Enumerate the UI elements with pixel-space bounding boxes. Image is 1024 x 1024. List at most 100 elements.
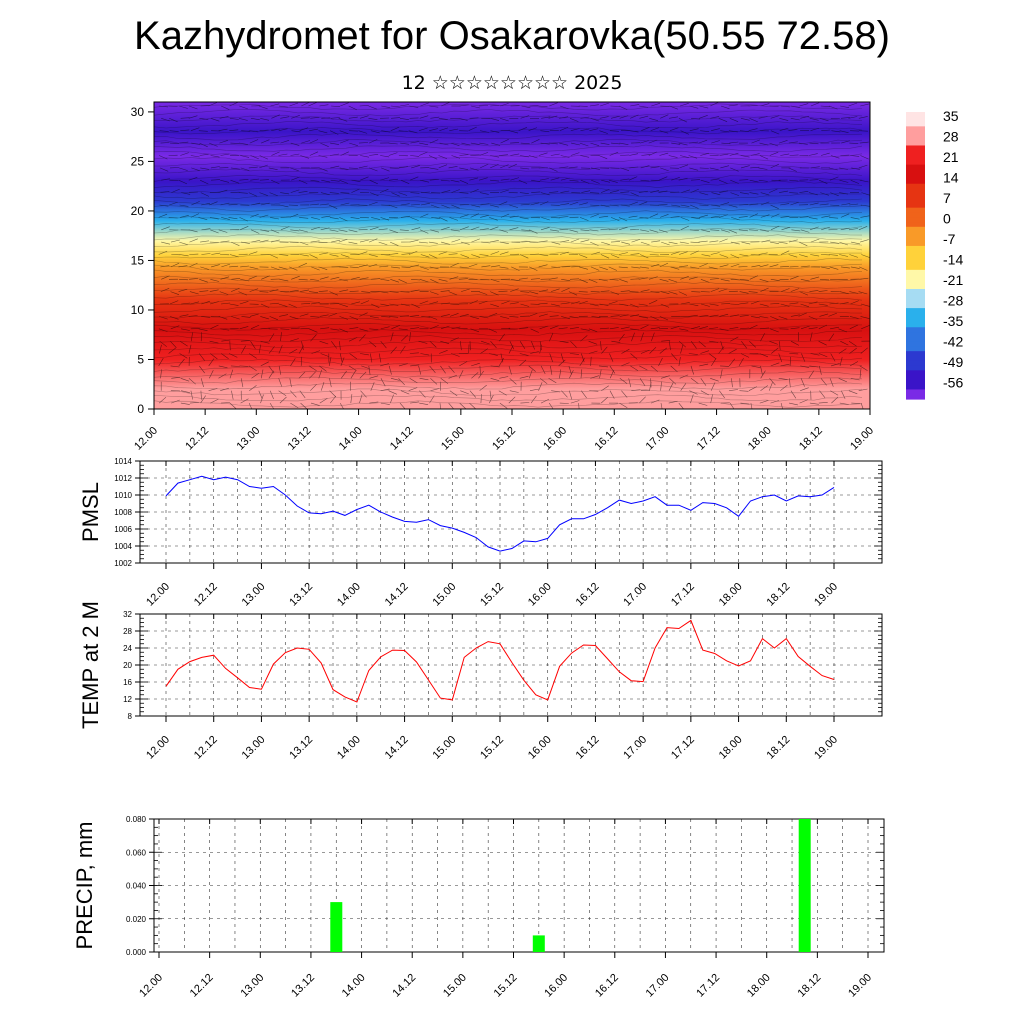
isotherm-contour <box>153 347 863 354</box>
x-tick-label: 17.12 <box>695 425 723 453</box>
y-tick-label: 1002 <box>114 559 132 568</box>
wind-barb <box>408 387 418 391</box>
wind-barb <box>800 378 805 387</box>
x-tick-label: 14.00 <box>335 581 363 609</box>
x-tick-label: 14.12 <box>383 581 411 609</box>
wind-barb <box>829 217 839 219</box>
wind-barb <box>560 203 570 206</box>
wind-barb <box>749 213 758 218</box>
wind-barb <box>359 334 366 342</box>
wind-barb <box>640 349 650 354</box>
y-tick-label: 20 <box>123 661 132 670</box>
wind-barb <box>709 303 719 306</box>
wind-barb <box>680 217 690 221</box>
wind-barb <box>719 153 729 156</box>
wind-barb <box>419 213 429 218</box>
wind-barb <box>639 254 649 259</box>
wind-barb <box>469 117 479 119</box>
wind-barb <box>728 130 738 133</box>
x-tick-label: 18.12 <box>764 581 792 609</box>
wind-barb <box>440 314 450 317</box>
wind-barb <box>158 250 168 255</box>
wind-barb <box>440 325 450 330</box>
wind-barb <box>319 203 329 206</box>
wind-barb <box>650 263 660 268</box>
wind-barb <box>730 241 740 245</box>
isotherm-contour <box>153 222 863 230</box>
wind-barb <box>619 115 629 119</box>
wind-barb <box>448 402 454 410</box>
wind-barb <box>179 167 188 171</box>
wind-barb <box>839 179 849 183</box>
isotherm-contour <box>153 352 863 361</box>
wind-barb <box>159 204 169 207</box>
colorbar-segment <box>906 217 925 223</box>
wind-barb <box>508 396 516 404</box>
wind-barb <box>559 116 569 119</box>
wind-barb <box>339 303 348 307</box>
wind-barb <box>860 155 869 160</box>
wind-barb <box>170 262 180 268</box>
wind-barb <box>620 178 630 181</box>
wind-barb <box>298 191 308 193</box>
wind-barb <box>249 353 257 359</box>
pmsl-ylabel: PMSL <box>78 482 103 542</box>
wind-barb <box>580 328 590 331</box>
wind-barb <box>470 316 479 319</box>
wind-barb <box>319 252 329 255</box>
wind-barb <box>390 332 394 342</box>
wind-barb <box>580 229 590 231</box>
wind-barb <box>789 275 799 280</box>
wind-barb <box>619 402 628 408</box>
x-tick-label: 16.12 <box>574 734 602 762</box>
wind-barb <box>819 203 829 206</box>
wind-barb <box>301 303 311 305</box>
wind-barb <box>569 179 579 182</box>
wind-barb <box>410 327 420 330</box>
wind-barb <box>520 115 530 119</box>
wind-barb <box>800 325 810 330</box>
wind-barb <box>449 217 458 221</box>
wind-barb <box>231 316 240 320</box>
wind-barb <box>380 177 390 181</box>
wind-barb <box>860 402 864 410</box>
wind-barb <box>541 217 550 221</box>
wind-barb <box>290 153 300 156</box>
wind-barb <box>209 217 219 220</box>
wind-barb <box>178 265 188 268</box>
wind-barb <box>300 289 310 292</box>
y-tick-label: 10 <box>131 303 145 317</box>
wind-barb <box>851 241 861 245</box>
wind-barb <box>378 241 388 246</box>
wind-barb <box>209 142 218 147</box>
wind-barb <box>329 217 339 220</box>
wind-barb <box>730 167 739 172</box>
isotherm-contour <box>153 204 863 212</box>
wind-barb <box>259 129 269 131</box>
wind-barb <box>518 127 528 131</box>
wind-barb <box>309 203 319 206</box>
wind-barb <box>650 127 660 131</box>
wind-barb <box>760 370 766 379</box>
wind-barb <box>230 167 240 170</box>
wind-barb <box>471 204 481 208</box>
wind-barb <box>808 370 815 379</box>
wind-barb <box>698 240 708 243</box>
wind-barb <box>560 353 565 363</box>
wind-barb <box>410 264 420 268</box>
isotherm-contour <box>153 305 863 313</box>
isotherm-contour <box>153 388 863 396</box>
wind-barb <box>650 291 660 293</box>
wind-barb <box>750 403 753 410</box>
wind-barb <box>188 115 198 119</box>
wind-barb <box>599 116 609 119</box>
wind-barb <box>548 402 554 410</box>
wind-barb <box>679 265 689 268</box>
wind-barb <box>780 203 790 206</box>
wind-barb <box>419 378 429 381</box>
x-tick-label: 16.00 <box>541 425 569 453</box>
wind-barb <box>260 303 270 308</box>
wind-barb <box>269 316 279 321</box>
wind-barb <box>401 266 411 268</box>
wind-barb <box>381 105 391 108</box>
